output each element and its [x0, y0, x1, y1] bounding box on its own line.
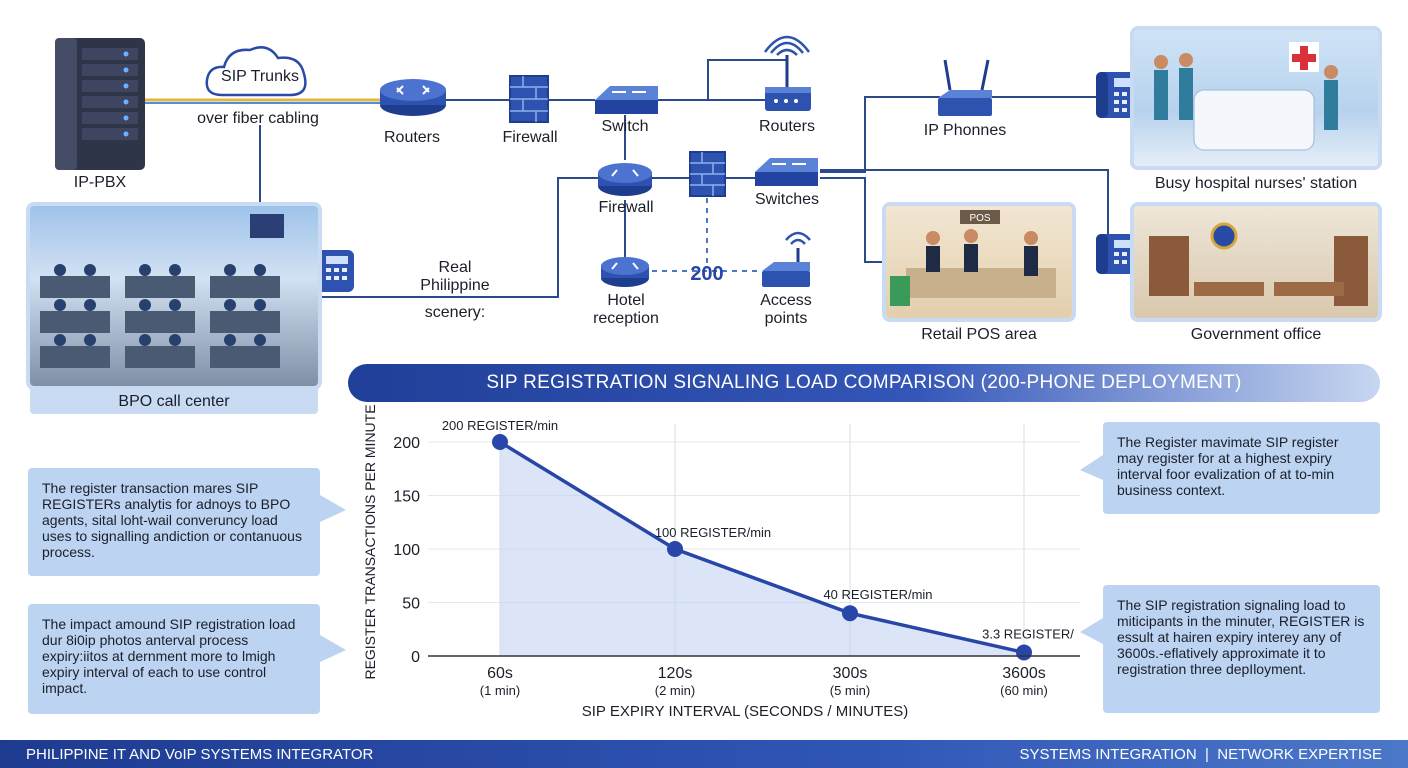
x-tick-label: 60s [487, 665, 513, 682]
switch-label: Switch [601, 118, 649, 135]
switch-icon [755, 158, 818, 186]
ip-pbx-server-icon [55, 38, 145, 170]
wireless-router-icon [763, 35, 811, 111]
access-point-icon [762, 231, 811, 287]
data-label: 3.3 REGISTER/ [982, 626, 1074, 641]
retail-pos-photo: POS [886, 206, 1072, 318]
access-points-label-line1: Access [760, 292, 812, 309]
cloud-icon [205, 46, 307, 97]
y-tick-label: 100 [393, 542, 420, 559]
routers-top-label: Routers [758, 118, 816, 135]
chart-banner-title: SIP REGISTRATION SIGNALING LOAD COMPARIS… [486, 372, 1242, 393]
x-tick-sublabel: (5 min) [830, 683, 870, 698]
footer-right-text: SYSTEMS INTEGRATION | NETWORK EXPERTISE [1019, 746, 1382, 763]
x-tick-label: 120s [658, 665, 693, 682]
real-label-line1: Real [438, 259, 472, 276]
y-tick-label: 150 [393, 489, 420, 506]
firewall-icon [509, 75, 549, 123]
data-point [667, 541, 683, 557]
government-office-photo [1134, 206, 1378, 318]
router-icon [380, 79, 446, 116]
data-label: 200 REGISTER/min [442, 418, 558, 433]
bpo-call-center-photo [30, 206, 318, 386]
y-tick-label: 50 [402, 596, 420, 613]
firewall-middle-label: Firewall [598, 199, 654, 216]
chart-banner: SIP REGISTRATION SIGNALING LOAD COMPARIS… [348, 364, 1380, 402]
switches-label: Switches [754, 191, 820, 208]
firewall-label: Firewall [502, 129, 558, 146]
data-point [492, 434, 508, 450]
footer-bar: PHILIPPINE IT AND VoIP SYSTEMS INTEGRATO… [0, 740, 1408, 768]
y-tick-label: 0 [411, 649, 420, 666]
desk-phone-icon [1096, 234, 1142, 274]
phone-count-label: 200 [690, 263, 724, 285]
y-tick-label: 200 [393, 435, 420, 452]
x-tick-sublabel: (2 min) [655, 683, 695, 698]
access-points-label-line2: points [764, 310, 808, 327]
firewall-icon [689, 151, 726, 197]
note-left-top: The register transaction mares SIP REGIS… [28, 468, 320, 576]
retail-label: Retail POS area [921, 326, 1037, 343]
note-left-bottom: The impact amound SIP registration load … [28, 604, 320, 714]
sip-trunks-label: SIP Trunks [221, 68, 299, 85]
access-point-icon [938, 59, 992, 116]
retail-illustration: POS [890, 210, 1056, 306]
real-label-line3: scenery: [424, 304, 486, 321]
pos-sign: POS [969, 213, 990, 224]
note-pointers [320, 455, 1103, 662]
office-illustration [1149, 222, 1368, 306]
hospital-label: Busy hospital nurses' station [1154, 175, 1358, 192]
switch-icon [595, 86, 658, 114]
hospital-photo [1134, 30, 1378, 166]
x-tick-sublabel: (60 min) [1000, 683, 1048, 698]
network-diagram [55, 35, 1142, 298]
office-desks-illustration [40, 214, 284, 368]
hotel-label-line2: reception [593, 310, 659, 327]
real-label-line2: Philippine [420, 277, 490, 294]
data-point [842, 605, 858, 622]
note-right-top: The Register mavimate SIP register may r… [1103, 422, 1380, 514]
x-axis-label: SIP EXPIRY INTERVAL (SECONDS / MINUTES) [582, 703, 908, 720]
chart-line [499, 440, 1025, 655]
footer-left-text: PHILIPPINE IT AND VoIP SYSTEMS INTEGRATO… [26, 746, 374, 763]
y-axis-label: REGISTER TRANSACTIONS PER MINUTE [362, 404, 378, 679]
data-label: 40 REGISTER/min [823, 587, 932, 602]
x-tick-sublabel: (1 min) [480, 683, 520, 698]
routers-label: Routers [383, 129, 441, 146]
chart: 200 REGISTER/min 100 REGISTER/min 40 REGIS… [362, 404, 1080, 720]
x-tick-label: 300s [833, 665, 868, 682]
ip-phones-label: IP Phonnes [923, 122, 1007, 139]
nurses-station-illustration [1154, 42, 1338, 151]
fiber-label: over fiber cabling [197, 110, 319, 127]
desk-phone-icon [1096, 72, 1142, 118]
x-tick-label: 3600s [1002, 665, 1046, 682]
ip-pbx-label: IP-PBX [73, 174, 127, 191]
router-icon [598, 163, 652, 196]
note-right-bottom: The SIP registration signaling load to m… [1103, 585, 1380, 713]
data-point [1016, 644, 1032, 661]
chart-area [500, 442, 1024, 656]
hotel-label-line1: Hotel [607, 292, 645, 309]
router-icon [601, 257, 649, 287]
data-label: 100 REGISTER/min [655, 525, 771, 540]
bpo-label: BPO call center [118, 393, 230, 410]
government-label: Government office [1190, 326, 1322, 343]
